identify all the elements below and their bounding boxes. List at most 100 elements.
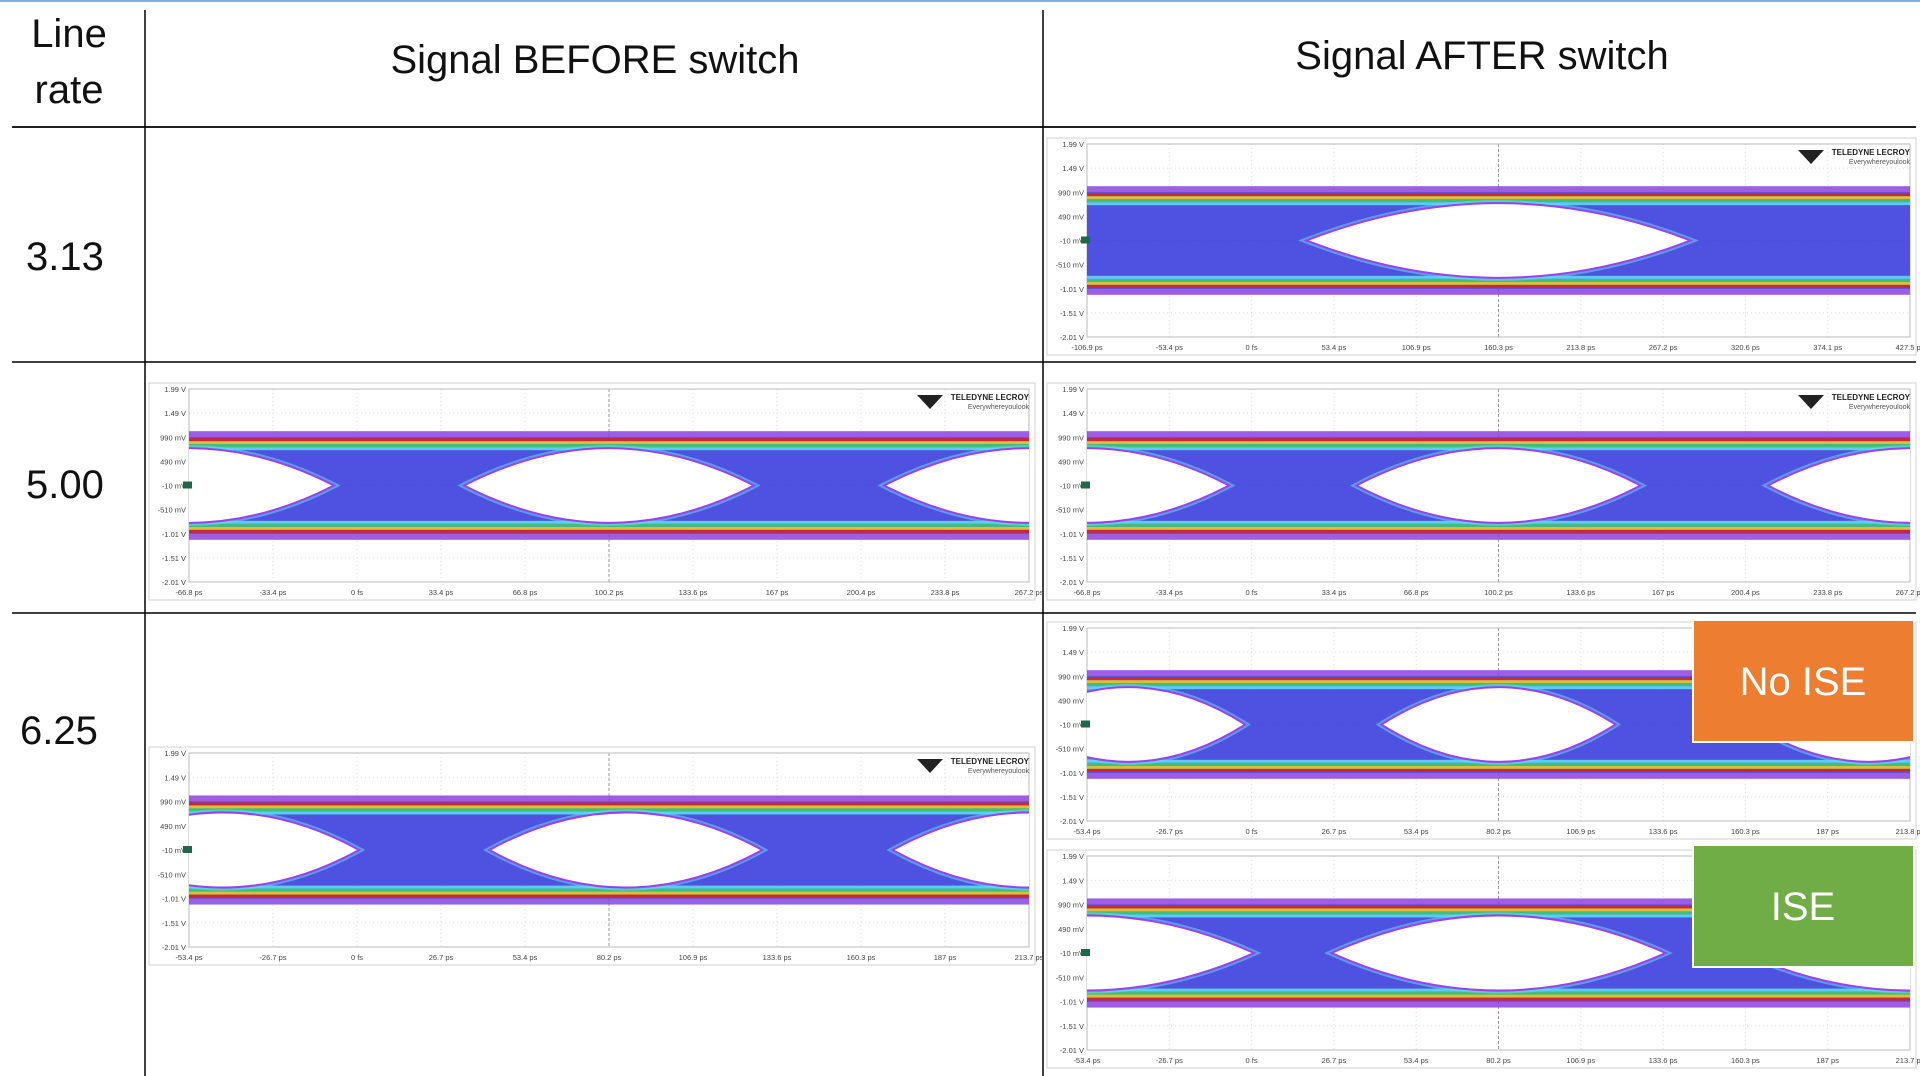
x-axis-label: 0 fs <box>1246 1056 1258 1065</box>
y-axis-label: -1.51 V <box>1060 793 1084 802</box>
logo-name: TELEDYNE LECROY <box>1832 148 1911 157</box>
badge-label: ISE <box>1771 885 1835 929</box>
y-axis-label: 990 mV <box>1058 188 1084 197</box>
x-axis-label: 187 ps <box>934 953 957 962</box>
x-axis-label: 26.7 ps <box>1322 1056 1347 1065</box>
x-axis-label: 106.9 ps <box>1566 1056 1595 1065</box>
x-axis-label: 200.4 ps <box>1731 588 1760 597</box>
x-axis-label: 0 fs <box>351 588 363 597</box>
eye-edge <box>692 204 1071 277</box>
y-axis-label: -10 mV <box>1060 949 1084 958</box>
y-axis-label: 490 mV <box>1058 212 1084 221</box>
eye-rail <box>1087 193 1910 196</box>
x-axis-label: -66.8 ps <box>175 588 202 597</box>
y-axis-label: -1.01 V <box>1060 285 1084 294</box>
x-axis-label: 160.3 ps <box>1731 1056 1760 1065</box>
x-axis-label: 160.3 ps <box>1484 343 1513 352</box>
x-axis-label: 80.2 ps <box>1486 1056 1511 1065</box>
x-axis-label: -33.4 ps <box>1156 588 1183 597</box>
x-axis-label: 133.6 ps <box>679 588 708 597</box>
eye-rail <box>1087 995 1910 998</box>
x-axis-label: 33.4 ps <box>429 588 454 597</box>
x-axis-label: 267.2 ps <box>1015 588 1044 597</box>
y-axis-label: 990 mV <box>160 433 186 442</box>
x-axis-label: 187 ps <box>1816 1056 1839 1065</box>
y-axis-label: 1.99 V <box>1062 140 1084 149</box>
y-axis-label: -10 mV <box>1060 482 1084 491</box>
y-axis-label: -1.51 V <box>1060 1022 1084 1031</box>
y-axis-label: 490 mV <box>160 457 186 466</box>
x-axis-label: 53.4 ps <box>513 953 538 962</box>
x-axis-label: 100.2 ps <box>1484 588 1513 597</box>
x-axis-label: 0 fs <box>1246 827 1258 836</box>
y-axis-label: -1.01 V <box>1060 530 1084 539</box>
y-axis-label: -2.01 V <box>1060 1046 1084 1055</box>
x-axis-label: 33.4 ps <box>1322 588 1347 597</box>
trigger-marker <box>1081 237 1090 244</box>
y-axis-label: -1.51 V <box>162 554 186 563</box>
y-axis-label: -2.01 V <box>162 578 186 587</box>
eye-rail <box>189 892 1029 895</box>
line-rate: 6.25 <box>20 703 98 759</box>
header-cell: Signal BEFORE switch <box>150 32 1040 88</box>
x-axis-label: 187 ps <box>1816 827 1839 836</box>
x-axis-label: 233.8 ps <box>931 588 960 597</box>
eye-rail <box>1087 530 1910 533</box>
eye-opening <box>75 204 454 277</box>
x-axis-label: 200.4 ps <box>847 588 876 597</box>
x-axis-label: -53.4 ps <box>175 953 202 962</box>
y-axis-label: 1.49 V <box>1062 876 1084 885</box>
x-axis-label: 320.6 ps <box>1731 343 1760 352</box>
y-axis-label: -1.01 V <box>1060 769 1084 778</box>
x-axis-label: 53.4 ps <box>1404 1056 1429 1065</box>
x-axis-label: 26.7 ps <box>429 953 454 962</box>
eye-edge <box>75 204 454 277</box>
x-axis-label: -53.4 ps <box>1073 827 1100 836</box>
eye-rail <box>1087 438 1910 441</box>
y-axis-label: 490 mV <box>160 822 186 831</box>
y-axis-label: -2.01 V <box>162 943 186 952</box>
y-axis-label: -510 mV <box>158 506 186 515</box>
y-axis-label: -10 mV <box>162 482 186 491</box>
x-axis-label: 100.2 ps <box>595 588 624 597</box>
x-axis-label: 213.7 ps <box>1896 1056 1920 1065</box>
y-axis-label: -1.51 V <box>162 919 186 928</box>
x-axis-label: 160.3 ps <box>1731 827 1760 836</box>
x-axis-label: -66.8 ps <box>1073 588 1100 597</box>
logo-name: TELEDYNE LECROY <box>951 393 1030 402</box>
x-axis-label: 66.8 ps <box>513 588 538 597</box>
y-axis-label: -510 mV <box>1056 973 1084 982</box>
x-axis-label: -26.7 ps <box>1156 1056 1183 1065</box>
x-axis-label: -106.9 ps <box>1071 343 1103 352</box>
y-axis-label: -1.01 V <box>162 530 186 539</box>
eye-rail <box>189 802 1029 805</box>
x-axis-label: 26.7 ps <box>1322 827 1347 836</box>
logo-name: TELEDYNE LECROY <box>951 757 1030 766</box>
logo-tagline: Everywhereyoulook <box>1849 159 1911 166</box>
x-axis-label: 267.2 ps <box>1649 343 1678 352</box>
y-axis-label: -2.01 V <box>1060 817 1084 826</box>
y-axis-label: -510 mV <box>158 870 186 879</box>
eye-rail <box>1087 196 1910 199</box>
eye-rail <box>1087 527 1910 530</box>
y-axis-label: -1.51 V <box>1060 309 1084 318</box>
eye-rail <box>1087 282 1910 285</box>
y-axis-label: -10 mV <box>162 846 186 855</box>
y-axis-label: -2.01 V <box>1060 578 1084 587</box>
y-axis-label: 990 mV <box>1058 901 1084 910</box>
eye-rail <box>1087 766 1910 769</box>
x-axis-label: 167 ps <box>766 588 789 597</box>
header-cell: Line rate <box>24 6 114 118</box>
eye-rail <box>189 530 1029 533</box>
x-axis-label: 53.4 ps <box>1404 827 1429 836</box>
x-axis-label: 0 fs <box>351 953 363 962</box>
x-axis-label: -53.4 ps <box>1156 343 1183 352</box>
y-axis-label: 490 mV <box>1058 696 1084 705</box>
eye-rail <box>1087 441 1910 444</box>
eye-edge <box>75 204 454 277</box>
line-rate: 3.13 <box>26 229 104 285</box>
x-axis-label: 160.3 ps <box>847 953 876 962</box>
x-axis-label: 66.8 ps <box>1404 588 1429 597</box>
x-axis-label: 133.6 ps <box>1649 1056 1678 1065</box>
y-axis-label: -1.51 V <box>1060 554 1084 563</box>
